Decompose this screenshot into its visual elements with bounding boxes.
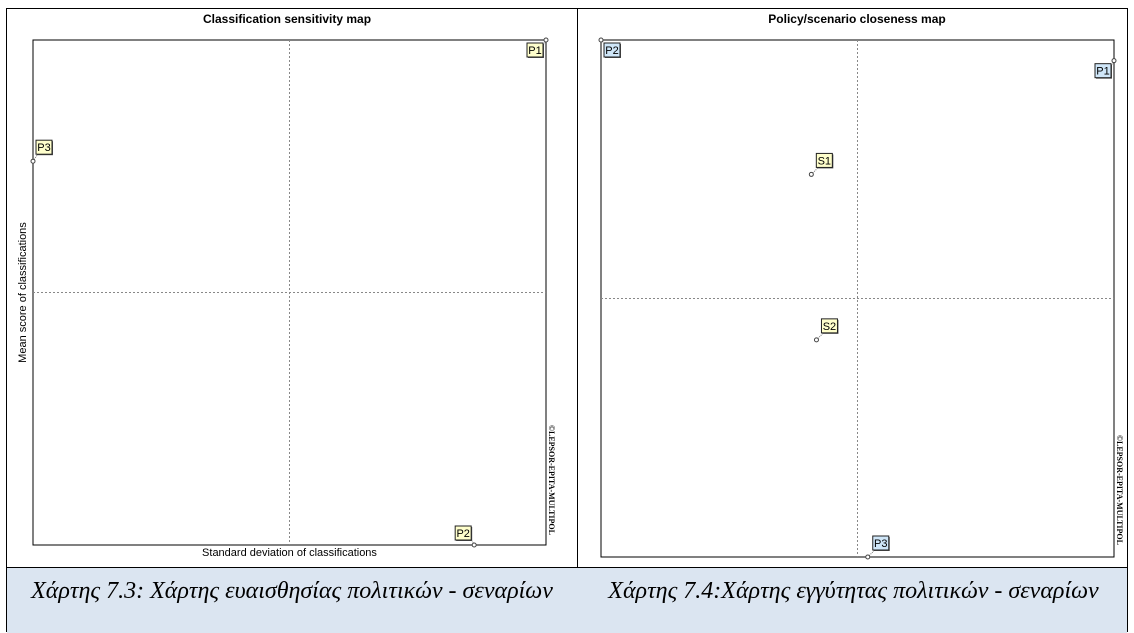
- layout-table: Χάρτης 7.3: Χάρτης ευαισθησίας πολιτικών…: [6, 8, 1128, 633]
- row-divider: [7, 567, 1127, 568]
- column-divider: [577, 9, 578, 631]
- caption-row: Χάρτης 7.3: Χάρτης ευαισθησίας πολιτικών…: [7, 568, 1127, 633]
- caption-left: Χάρτης 7.3: Χάρτης ευαισθησίας πολιτικών…: [31, 578, 553, 604]
- caption-right: Χάρτης 7.4:Χάρτης εγγύτητας πολιτικών - …: [608, 578, 1099, 604]
